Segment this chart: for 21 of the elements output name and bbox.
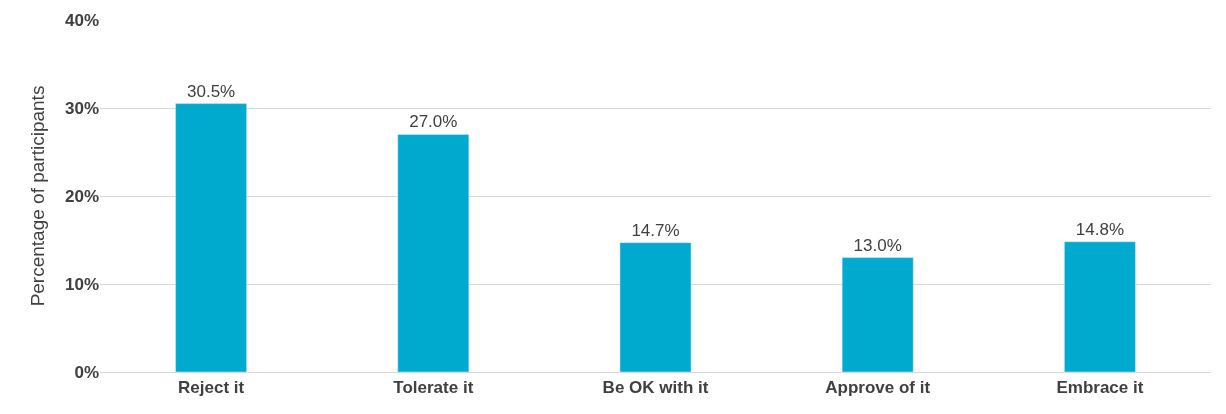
bar xyxy=(1064,241,1136,372)
data-label: 13.0% xyxy=(853,235,902,255)
y-axis-title: Percentage of participants xyxy=(26,85,48,307)
bar xyxy=(397,134,470,372)
y-tick-label: 10% xyxy=(64,274,99,294)
x-tick-label: Reject it xyxy=(178,378,245,398)
data-label: 14.7% xyxy=(631,220,680,240)
y-tick-label: 20% xyxy=(64,186,99,206)
x-tick-label: Tolerate it xyxy=(393,378,474,398)
y-tick-label: 30% xyxy=(64,98,99,118)
y-tick-label: 40% xyxy=(64,10,99,30)
y-tick-label: 0% xyxy=(74,362,99,382)
bar xyxy=(175,103,247,372)
bar xyxy=(841,257,914,372)
x-tick-label: Embrace it xyxy=(1056,378,1144,398)
x-tick-label: Be OK with it xyxy=(602,378,709,398)
data-label: 14.8% xyxy=(1075,219,1124,239)
bar xyxy=(619,242,692,372)
x-tick-label: Approve of it xyxy=(825,378,931,398)
data-label: 30.5% xyxy=(187,81,236,101)
data-label: 27.0% xyxy=(409,112,458,132)
